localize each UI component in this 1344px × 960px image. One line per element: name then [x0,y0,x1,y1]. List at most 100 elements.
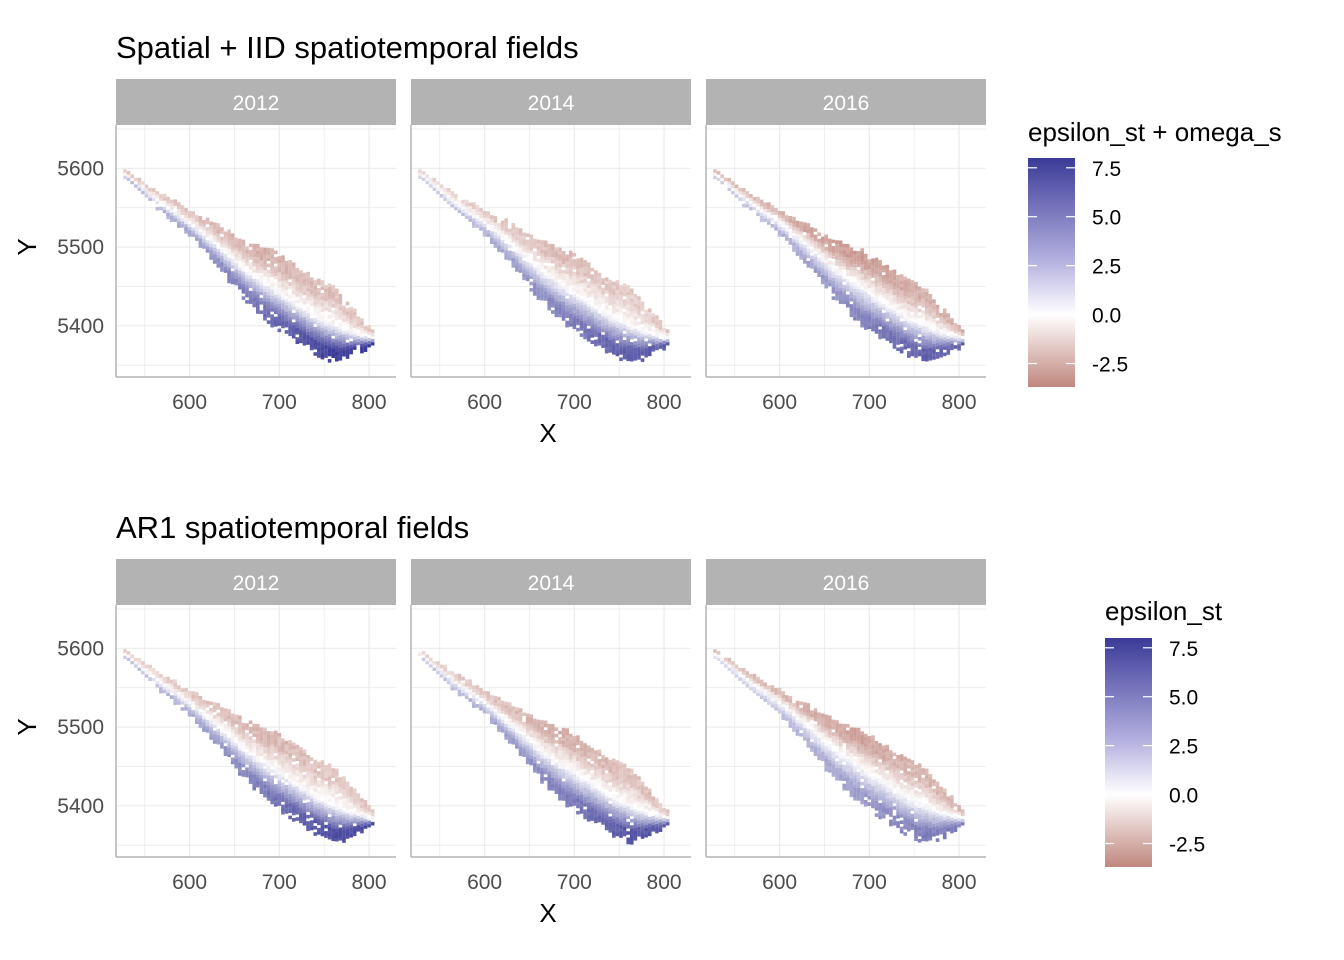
raster-cell [479,706,483,711]
raster-cell [198,222,203,226]
raster-cell [885,308,890,313]
raster-cell [331,332,335,336]
raster-cell [626,768,630,772]
raster-cell [867,268,872,273]
raster-cell [238,731,242,735]
raster-cell [363,815,368,820]
raster-cell [331,285,335,289]
raster-cell [533,765,537,770]
raster-cell [342,791,346,796]
raster-cell [612,771,616,775]
raster-cell [576,258,580,263]
raster-cell [946,347,951,352]
raster-cell [533,244,537,249]
raster-cell [281,741,285,746]
raster-cell [820,246,825,250]
raster-cell [935,304,940,309]
raster-cell [334,831,339,836]
raster-cell [212,234,217,239]
raster-cell [166,196,170,201]
raster-cell [615,782,620,786]
raster-cell [604,280,609,285]
raster-cell [504,256,508,260]
raster-cell [227,263,231,268]
raster-cell [169,689,174,693]
raster-cell [202,699,206,704]
raster-cell [324,344,328,349]
raster-cell [331,790,335,794]
raster-cell [273,762,278,766]
raster-cell [324,325,328,330]
raster-cell [856,304,861,309]
raster-cell [327,330,332,335]
raster-cell [363,332,368,337]
raster-cell [184,230,188,234]
raster-cell [590,318,595,322]
raster-cell [475,685,480,689]
raster-cell [270,286,274,290]
raster-cell [601,786,605,791]
raster-cell [579,298,584,303]
raster-cell [284,747,289,751]
raster-cell [281,782,285,787]
raster-cell [889,323,893,328]
raster-cell [529,234,534,239]
raster-cell [770,217,775,222]
raster-cell [266,298,271,302]
raster-cell [594,791,598,795]
raster-cell [227,276,231,281]
raster-cell [299,810,303,814]
raster-cell [565,772,569,776]
raster-cell [248,249,253,254]
raster-cell [572,792,577,797]
raster-cell [367,808,371,812]
raster-cell [320,763,325,767]
raster-cell [568,790,573,795]
raster-cell [220,707,224,711]
raster-cell [324,294,328,299]
raster-cell [299,762,303,767]
raster-cell [327,343,332,347]
raster-cell [594,775,598,780]
raster-cell [486,230,490,234]
raster-cell [486,697,490,702]
raster-cell [622,314,627,319]
raster-cell [871,261,875,266]
raster-cell [345,333,350,337]
raster-cell [360,798,364,802]
raster-cell [324,774,328,779]
raster-cell [914,313,918,317]
raster-cell [511,737,516,742]
raster-cell [302,316,307,321]
x-tick-label: 800 [352,871,387,894]
raster-cell [731,187,735,192]
raster-cell [241,239,246,244]
raster-cell [863,313,868,318]
raster-cell [842,262,847,267]
raster-cell [245,249,249,254]
raster-cell [558,784,562,788]
raster-cell [586,268,591,273]
raster-cell [266,784,271,789]
raster-cell [238,721,242,726]
raster-cell [209,237,213,241]
raster-cell [863,307,868,311]
raster-cell [281,773,285,777]
raster-cell [543,249,548,254]
raster-cell [932,318,936,322]
raster-cell [320,346,325,350]
raster-cell [594,813,598,817]
raster-cell [579,295,584,300]
raster-cell [601,780,605,784]
raster-cell [633,783,638,788]
raster-cell [281,798,285,802]
raster-cell [586,287,591,292]
raster-cell [352,346,357,350]
raster-cell [317,291,321,295]
raster-cell [238,772,242,776]
raster-cell [572,252,577,257]
raster-cell [914,307,918,311]
raster-cell [515,246,519,250]
raster-cell [601,818,605,822]
raster-cell [878,282,882,286]
